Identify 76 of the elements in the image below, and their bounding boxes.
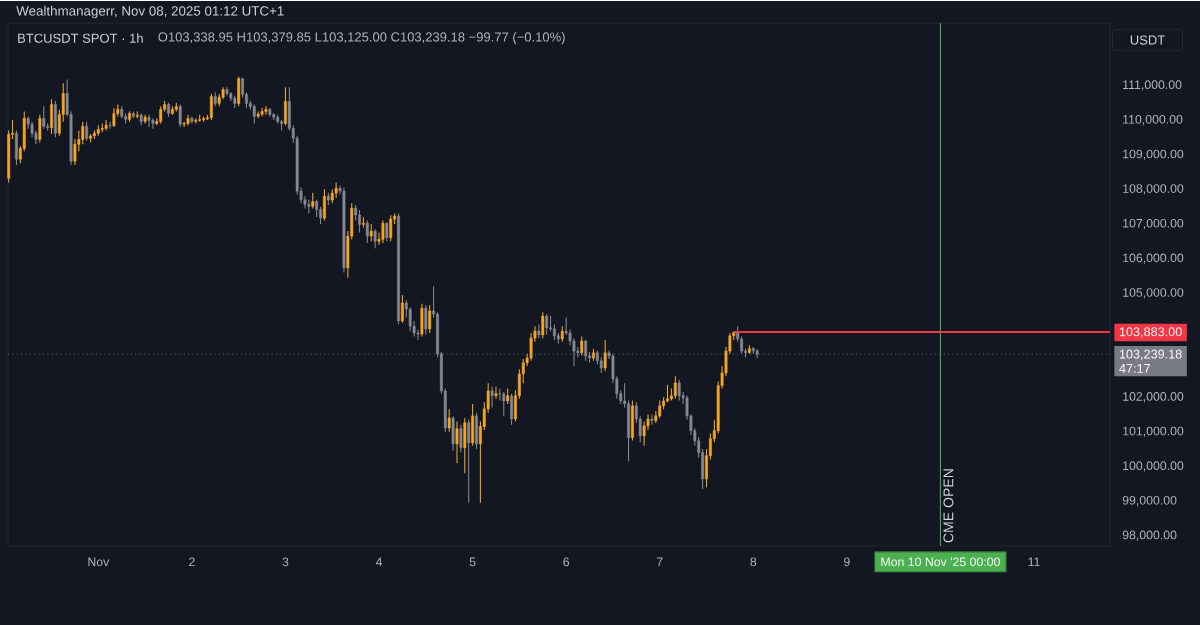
candlestick (334, 181, 338, 199)
candlestick (104, 119, 108, 131)
candlestick (490, 386, 494, 409)
x-tick-label: Nov (88, 557, 110, 567)
y-tick-label: 98,000.00 (1122, 530, 1177, 541)
y-tick-label: 101,000.00 (1123, 426, 1184, 437)
x-tick-label: 3 (282, 557, 289, 567)
candlestick (178, 103, 182, 128)
text: BTCUSDT SPOT · 1h (18, 33, 143, 43)
candlestick (358, 209, 361, 234)
candlestick (81, 121, 85, 145)
candlestick (42, 105, 46, 130)
ref-line-label: 103,239.18 (1119, 349, 1182, 361)
text: 47:17 (1119, 364, 1150, 373)
candlestick (677, 379, 681, 402)
y-tick-label: 110,000.00 (1123, 114, 1183, 126)
x-tick-label: 7 (656, 557, 663, 567)
candlestick (38, 114, 42, 144)
candlestick (447, 408, 451, 433)
candlestick (50, 98, 53, 135)
candlestick (385, 221, 389, 242)
candlestick (252, 103, 256, 125)
candlestick (323, 188, 326, 221)
candlestick (112, 107, 116, 128)
text: O103,338.95 H103,379.85 L103,125.00 C103,239.18 −99.77 (−0.10%) (158, 31, 565, 45)
candlestick (541, 311, 545, 339)
candlestick (108, 121, 112, 130)
text: Wealthmanagerr, Nov 08, 2025 01:12 UTC+1 (16, 5, 284, 19)
candlestick (545, 313, 549, 336)
candlestick (459, 424, 463, 454)
y-tick-label: 102,000.00 (1123, 392, 1184, 403)
y-tick-label: 111,000.00 (1123, 80, 1182, 91)
y-tick-label: 105,000.00 (1123, 288, 1184, 299)
candlestick (365, 219, 369, 244)
candlestick (494, 386, 498, 400)
candlestick (147, 114, 151, 128)
x-tick-label: 4 (375, 557, 383, 567)
x-tick-label: 6 (563, 557, 570, 567)
y-tick-label: 106,000.00 (1123, 253, 1184, 264)
candlestick (264, 105, 268, 116)
candlestick (510, 393, 514, 426)
candlestick (373, 228, 377, 249)
candlestick (389, 214, 393, 242)
candlestick (284, 86, 287, 126)
y-axis-title: USDT (1130, 35, 1165, 45)
candlestick (603, 339, 607, 372)
candlestick (424, 304, 428, 336)
candlestick (673, 375, 677, 400)
candlestick (307, 199, 311, 215)
candlestick (428, 304, 432, 334)
ref-line-label: 103,883.00 (1119, 327, 1182, 338)
candlestick (502, 391, 506, 417)
y-tick-label: 100,000.00 (1123, 461, 1184, 472)
candlestick (467, 419, 471, 503)
ref-line-label: CME OPEN (943, 469, 954, 543)
x-tick-label: 9 (844, 557, 850, 567)
y-tick-label: 107,000.00 (1123, 218, 1184, 230)
x-tick-label: 11 (1028, 557, 1040, 567)
candlestick (381, 219, 385, 244)
candlestick (209, 93, 213, 121)
candlestick (650, 413, 654, 426)
x-tick-label: 2 (189, 557, 195, 567)
candlestick (580, 335, 584, 357)
candlestick (151, 117, 155, 130)
y-tick-label: 99,000.00 (1122, 495, 1177, 507)
y-tick-label: 109,000.00 (1123, 149, 1184, 160)
x-tick-label: 8 (750, 557, 757, 567)
candlestick (537, 323, 541, 339)
x-tick-label: 5 (469, 557, 476, 567)
candlestick (260, 107, 264, 118)
candlestick (400, 294, 404, 324)
candlestick (455, 420, 459, 464)
candlestick (167, 102, 170, 118)
candlestick (85, 121, 89, 142)
y-tick-label: 108,000.00 (1123, 184, 1184, 195)
candlestick (498, 387, 502, 402)
